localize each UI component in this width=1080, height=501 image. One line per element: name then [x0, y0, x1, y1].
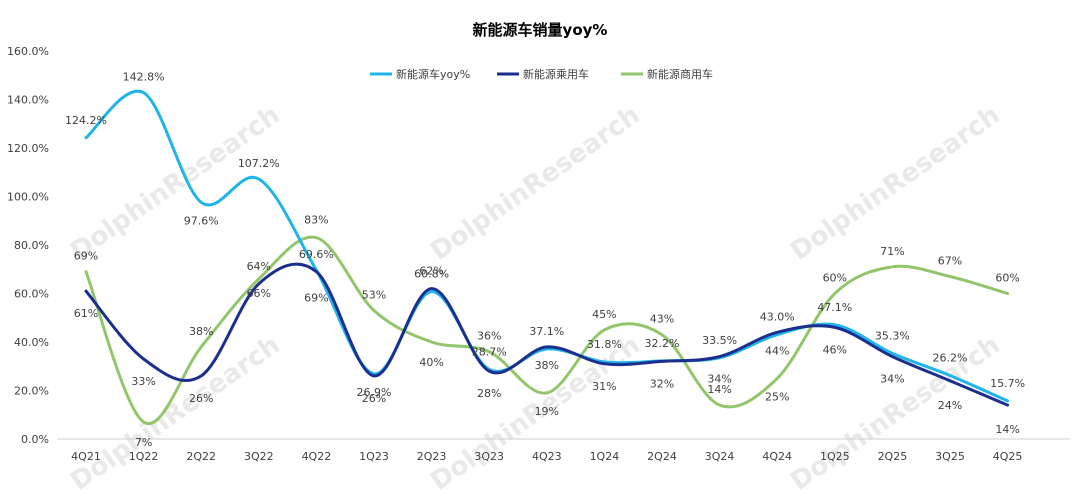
- data-label-nev-yoy: 26.9%: [357, 386, 392, 399]
- data-label-passenger: 31%: [592, 380, 616, 393]
- y-tick-label: 20.0%: [14, 385, 49, 398]
- data-label-commercial: 69%: [74, 250, 98, 263]
- legend-label: 新能源商用车: [647, 67, 713, 81]
- x-tick-label: 2Q24: [647, 450, 677, 463]
- data-label-commercial: 83%: [304, 214, 328, 227]
- data-label-commercial: 60%: [995, 272, 1019, 285]
- data-label-nev-yoy: 15.7%: [990, 377, 1025, 390]
- data-label-passenger: 24%: [938, 399, 962, 412]
- data-label-passenger: 26%: [189, 392, 213, 405]
- data-label-nev-yoy: 35.3%: [875, 329, 910, 342]
- watermark-text: DolphinResearch: [425, 100, 645, 267]
- data-label-commercial: 53%: [362, 288, 386, 301]
- x-tick-label: 2Q22: [186, 450, 216, 463]
- x-tick-label: 3Q22: [244, 450, 274, 463]
- data-label-commercial: 67%: [938, 255, 962, 268]
- data-label-commercial: 66%: [247, 287, 271, 300]
- data-label-nev-yoy: 31.8%: [587, 338, 622, 351]
- legend-label: 新能源车yoy%: [396, 67, 470, 81]
- x-tick-label: 1Q22: [129, 450, 159, 463]
- x-tick-label: 3Q25: [935, 450, 965, 463]
- y-tick-label: 160.0%: [7, 45, 49, 58]
- data-label-passenger: 26%: [362, 392, 386, 405]
- x-tick-label: 3Q24: [705, 450, 735, 463]
- x-tick-label: 4Q24: [762, 450, 792, 463]
- x-tick-label: 1Q25: [820, 450, 850, 463]
- data-label-commercial: 7%: [135, 436, 152, 449]
- y-tick-label: 100.0%: [7, 191, 49, 204]
- data-label-nev-yoy: 107.2%: [238, 157, 280, 170]
- data-label-nev-yoy: 60.8%: [414, 268, 449, 281]
- y-tick-label: 60.0%: [14, 288, 49, 301]
- data-label-nev-yoy: 33.5%: [702, 334, 737, 347]
- x-tick-label: 4Q21: [71, 450, 101, 463]
- data-label-nev-yoy: 69.6%: [299, 248, 334, 261]
- series-line-passenger: [84, 262, 1010, 407]
- data-label-commercial: 71%: [880, 245, 904, 258]
- data-label-passenger: 44%: [765, 344, 789, 357]
- data-label-commercial: 43%: [650, 313, 674, 326]
- y-tick-label: 140.0%: [7, 94, 49, 107]
- data-label-nev-yoy: 142.8%: [123, 71, 165, 84]
- y-tick-label: 40.0%: [14, 336, 49, 349]
- data-label-nev-yoy: 26.2%: [933, 351, 968, 364]
- x-tick-label: 4Q25: [993, 450, 1023, 463]
- data-label-commercial: 45%: [592, 308, 616, 321]
- y-tick-label: 0.0%: [21, 433, 49, 446]
- x-tick-label: 4Q22: [302, 450, 332, 463]
- data-label-passenger: 33%: [131, 375, 155, 388]
- x-tick-label: 1Q24: [590, 450, 620, 463]
- data-label-passenger: 64%: [247, 260, 271, 273]
- data-label-passenger: 32%: [650, 377, 674, 390]
- watermark-text: DolphinResearch: [785, 100, 1005, 267]
- x-tick-label: 4Q23: [532, 450, 562, 463]
- chart-title: 新能源车销量yoy%: [473, 21, 608, 39]
- data-label-passenger: 28%: [477, 387, 501, 400]
- data-label-passenger: 34%: [880, 373, 904, 386]
- data-label-commercial: 25%: [765, 390, 789, 403]
- data-label-passenger: 69%: [304, 292, 328, 305]
- y-tick-label: 80.0%: [14, 239, 49, 252]
- data-label-nev-yoy: 37.1%: [529, 325, 564, 338]
- data-label-commercial: 19%: [535, 405, 559, 418]
- data-label-nev-yoy: 124.2%: [65, 114, 107, 127]
- x-tick-label: 1Q23: [359, 450, 389, 463]
- data-label-commercial: 38%: [189, 325, 213, 338]
- data-label-passenger: 61%: [74, 307, 98, 320]
- series-lines: [84, 89, 1010, 426]
- series-line-commercial: [84, 235, 1010, 426]
- data-labels: 124.2% 142.8% 97.6% 107.2% 69.6% 26.9% 60.8% 28…: [65, 71, 1025, 449]
- x-tick-label: 2Q25: [878, 450, 908, 463]
- legend: 新能源车yoy% 新能源乘用车 新能源商用车: [370, 67, 713, 81]
- data-label-commercial: 60%: [823, 272, 847, 285]
- y-tick-label: 120.0%: [7, 142, 49, 155]
- data-label-passenger: 38%: [535, 359, 559, 372]
- watermark-layer: DolphinResearch DolphinResearch DolphinRes…: [65, 100, 1005, 497]
- data-label-nev-yoy: 28.7%: [472, 345, 507, 358]
- data-label-nev-yoy: 32.2%: [645, 337, 680, 350]
- data-label-nev-yoy: 97.6%: [184, 214, 219, 227]
- data-label-passenger: 46%: [823, 343, 847, 356]
- data-label-passenger: 34%: [707, 373, 731, 386]
- data-label-commercial: 14%: [707, 383, 731, 396]
- x-tick-label: 3Q23: [474, 450, 504, 463]
- x-tick-label: 2Q23: [417, 450, 447, 463]
- data-label-passenger: 62%: [419, 265, 443, 278]
- data-label-passenger: 14%: [995, 423, 1019, 436]
- legend-label: 新能源乘用车: [523, 67, 589, 81]
- axes: 0.0% 20.0% 40.0% 60.0% 80.0% 100.0% 120.0% 140.…: [7, 45, 1070, 463]
- data-label-commercial: 36%: [477, 330, 501, 343]
- data-label-nev-yoy: 47.1%: [817, 301, 852, 314]
- data-label-nev-yoy: 43.0%: [760, 311, 795, 324]
- data-label-commercial: 40%: [419, 356, 443, 369]
- watermark-text: DolphinResearch: [65, 330, 285, 497]
